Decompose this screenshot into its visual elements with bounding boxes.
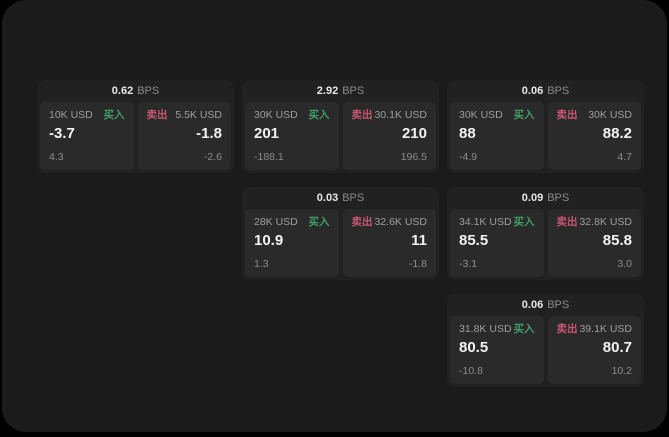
buy-amount: 30K USD (459, 109, 503, 121)
sell-price: 88.2 (602, 124, 632, 142)
buy-delta: 1.3 (254, 257, 269, 270)
buy-price: 80.5 (459, 338, 489, 356)
sell-side-label: 卖出 (351, 216, 373, 228)
bps-header: 0.06 BPS (450, 80, 641, 102)
sell-quote-tile[interactable]: 卖出 5.5K USD -1.8 -2.6 (137, 102, 231, 170)
quote-card: 0.06 BPS 31.8K USD 买入 80.5 -10.8 卖出 39.1… (447, 294, 644, 387)
buy-side-label: 买入 (103, 109, 125, 121)
buy-side-label: 买入 (308, 216, 330, 228)
bps-value: 0.62 (111, 85, 134, 97)
buy-amount: 28K USD (254, 216, 298, 228)
sell-side-label: 卖出 (146, 109, 168, 121)
sell-delta: 3.0 (617, 257, 632, 270)
bps-unit: BPS (137, 85, 160, 97)
sell-delta: 10.2 (611, 364, 632, 377)
bps-unit: BPS (547, 85, 570, 97)
bps-value: 0.09 (521, 192, 544, 204)
sell-side-label: 卖出 (556, 109, 578, 121)
sell-quote-tile[interactable]: 卖出 39.1K USD 80.7 10.2 (547, 316, 641, 384)
sell-quote-tile[interactable]: 卖出 32.8K USD 85.8 3.0 (547, 209, 641, 277)
buy-amount: 30K USD (254, 109, 298, 121)
quote-card: 0.03 BPS 28K USD 买入 10.9 1.3 卖出 32.6K US… (242, 187, 439, 280)
bps-unit: BPS (342, 192, 365, 204)
sell-price: 210 (401, 124, 427, 142)
buy-amount: 10K USD (49, 109, 93, 121)
buy-side-label: 买入 (513, 216, 535, 228)
bps-header: 0.62 BPS (40, 80, 231, 102)
buy-delta: -4.9 (459, 150, 478, 163)
buy-price: 10.9 (254, 231, 284, 249)
buy-amount: 31.8K USD (459, 323, 512, 335)
sell-quote-tile[interactable]: 卖出 30.1K USD 210 196.5 (342, 102, 436, 170)
bps-header: 0.03 BPS (245, 187, 436, 209)
sell-quote-tile[interactable]: 卖出 30K USD 88.2 4.7 (547, 102, 641, 170)
sell-side-label: 卖出 (351, 109, 373, 121)
buy-amount: 34.1K USD (459, 216, 512, 228)
buy-side-label: 买入 (308, 109, 330, 121)
buy-delta: -10.8 (459, 364, 483, 377)
bps-header: 2.92 BPS (245, 80, 436, 102)
sell-amount: 32.8K USD (579, 216, 632, 228)
buy-delta: -188.1 (254, 150, 284, 163)
buy-delta: -3.1 (459, 257, 478, 270)
quote-card: 2.92 BPS 30K USD 买入 201 -188.1 卖出 30.1K … (242, 80, 439, 173)
buy-price: 201 (254, 124, 280, 142)
quote-card-grid: 0.62 BPS 10K USD 买入 -3.7 4.3 卖出 5.5K USD (37, 80, 644, 387)
sell-side-label: 卖出 (556, 323, 578, 335)
sell-price: -1.8 (196, 124, 222, 142)
buy-quote-tile[interactable]: 28K USD 买入 10.9 1.3 (245, 209, 339, 277)
buy-quote-tile[interactable]: 31.8K USD 买入 80.5 -10.8 (450, 316, 544, 384)
quote-card: 0.06 BPS 30K USD 买入 88 -4.9 卖出 30K USD (447, 80, 644, 173)
bps-unit: BPS (547, 192, 570, 204)
sell-delta: -1.8 (408, 257, 427, 270)
sell-amount: 5.5K USD (175, 109, 222, 121)
buy-price: -3.7 (49, 124, 75, 142)
bps-value: 2.92 (316, 85, 339, 97)
sell-price: 80.7 (602, 338, 632, 356)
buy-side-label: 买入 (513, 323, 535, 335)
bps-value: 0.03 (316, 192, 339, 204)
sell-amount: 32.6K USD (374, 216, 427, 228)
bps-value: 0.06 (521, 85, 544, 97)
sell-side-label: 卖出 (556, 216, 578, 228)
sell-price: 11 (411, 231, 427, 249)
sell-delta: 4.7 (617, 150, 632, 163)
buy-side-label: 买入 (513, 109, 535, 121)
bps-value: 0.06 (521, 299, 544, 311)
buy-delta: 4.3 (49, 150, 64, 163)
sell-amount: 30K USD (588, 109, 632, 121)
quote-card: 0.09 BPS 34.1K USD 买入 85.5 -3.1 卖出 32.8K… (447, 187, 644, 280)
sell-delta: -2.6 (203, 150, 222, 163)
sell-price: 85.8 (602, 231, 632, 249)
buy-quote-tile[interactable]: 10K USD 买入 -3.7 4.3 (40, 102, 134, 170)
bps-unit: BPS (547, 299, 570, 311)
sell-amount: 39.1K USD (579, 323, 632, 335)
buy-price: 88 (459, 124, 476, 142)
buy-quote-tile[interactable]: 34.1K USD 买入 85.5 -3.1 (450, 209, 544, 277)
sell-amount: 30.1K USD (374, 109, 427, 121)
sell-quote-tile[interactable]: 卖出 32.6K USD 11 -1.8 (342, 209, 436, 277)
bps-header: 0.06 BPS (450, 294, 641, 316)
buy-price: 85.5 (459, 231, 489, 249)
buy-quote-tile[interactable]: 30K USD 买入 201 -188.1 (245, 102, 339, 170)
buy-quote-tile[interactable]: 30K USD 买入 88 -4.9 (450, 102, 544, 170)
bps-header: 0.09 BPS (450, 187, 641, 209)
bps-unit: BPS (342, 85, 365, 97)
sell-delta: 196.5 (400, 150, 427, 163)
quote-card: 0.62 BPS 10K USD 买入 -3.7 4.3 卖出 5.5K USD (37, 80, 234, 173)
